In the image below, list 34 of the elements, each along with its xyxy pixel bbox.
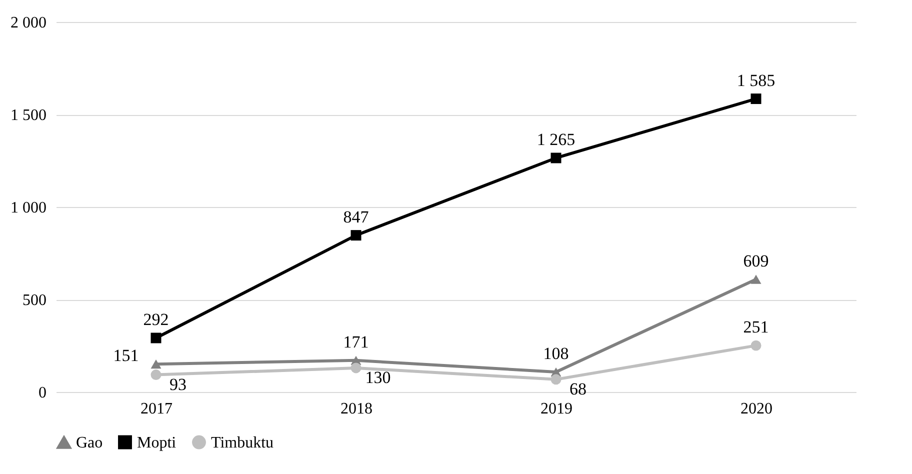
data-label: 93 bbox=[170, 374, 186, 394]
data-label: 108 bbox=[543, 344, 569, 364]
data-label: 171 bbox=[343, 332, 369, 352]
data-label: 130 bbox=[365, 368, 391, 387]
y-tick-label: 1 500 bbox=[10, 107, 46, 124]
x-tick-label: 2017 bbox=[140, 400, 172, 418]
x-tick-label: 2020 bbox=[740, 400, 772, 418]
data-label: 609 bbox=[743, 251, 769, 270]
y-tick-label: 1 000 bbox=[10, 200, 46, 216]
data-label: 68 bbox=[570, 379, 586, 398]
legend-label: Mopti bbox=[137, 434, 177, 452]
legend-label: Gao bbox=[76, 434, 103, 452]
data-label: 251 bbox=[743, 318, 769, 337]
point bbox=[750, 274, 762, 284]
y-tick-label: 2 000 bbox=[10, 14, 46, 32]
data-label: 292 bbox=[143, 310, 169, 329]
x-tick-label: 2018 bbox=[340, 400, 372, 418]
data-label: 847 bbox=[343, 207, 370, 226]
point bbox=[750, 340, 762, 351]
point bbox=[350, 362, 362, 374]
point bbox=[150, 360, 162, 369]
point bbox=[350, 230, 362, 241]
point bbox=[550, 374, 562, 385]
y-tick-label: 0 bbox=[38, 384, 46, 402]
data-label: 1 265 bbox=[536, 130, 576, 149]
point bbox=[550, 152, 562, 164]
point bbox=[150, 332, 162, 344]
point bbox=[150, 370, 162, 380]
data-label: 151 bbox=[113, 346, 139, 366]
data-label: 1 585 bbox=[736, 70, 776, 90]
x-tick-label: 2019 bbox=[540, 400, 572, 418]
point bbox=[750, 94, 762, 104]
legend-label: Timbuktu bbox=[211, 434, 274, 452]
y-tick-label: 500 bbox=[22, 292, 46, 309]
